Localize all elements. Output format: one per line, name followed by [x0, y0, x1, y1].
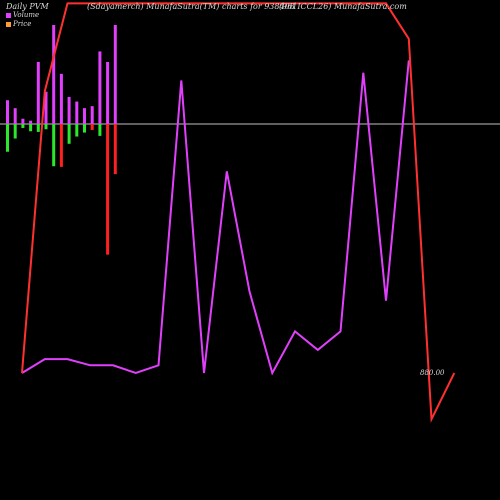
- momentum-bar: [75, 124, 79, 137]
- legend-volume-label: Volume: [13, 11, 40, 19]
- volume-bar: [44, 91, 48, 124]
- volume-bar: [36, 61, 40, 124]
- volume-bar: [106, 61, 110, 124]
- legend-volume: Volume: [6, 11, 39, 19]
- pvm-series-line: [21, 60, 410, 376]
- momentum-bar: [6, 124, 9, 152]
- momentum-bar: [59, 124, 63, 167]
- volume-bar: [6, 100, 9, 124]
- volume-bar: [21, 118, 25, 124]
- momentum-bar: [113, 124, 117, 175]
- volume-bar: [52, 25, 56, 124]
- volume-bar: [75, 101, 79, 124]
- momentum-bar: [67, 124, 71, 144]
- momentum-bar: [52, 124, 56, 167]
- volume-swatch-icon: [6, 12, 11, 18]
- chart-header-center: (Sdayamerch) MunafaSutra(TM) charts for …: [87, 2, 295, 11]
- momentum-bar: [44, 124, 48, 130]
- volume-bar: [67, 96, 71, 124]
- price-value-label: 880.00: [420, 369, 445, 377]
- volume-bar: [90, 106, 94, 124]
- momentum-bar: [21, 124, 25, 128]
- volume-bar: [98, 51, 102, 124]
- momentum-bar: [29, 124, 33, 132]
- legend-price: Price: [6, 20, 31, 28]
- momentum-bar: [36, 124, 40, 132]
- volume-bar: [13, 108, 17, 124]
- volume-momentum-bars: [6, 25, 117, 255]
- momentum-bar: [98, 124, 102, 136]
- chart-header-left: Daily PVM: [6, 2, 49, 11]
- volume-bar: [29, 120, 33, 124]
- momentum-bar: [83, 124, 86, 133]
- momentum-bar: [13, 124, 17, 139]
- chart-header-right: (961ICCL26) MunafaSutra.com: [279, 2, 407, 11]
- volume-bar: [113, 25, 117, 124]
- momentum-bar: [106, 124, 110, 255]
- price-series-line: [21, 2, 456, 424]
- volume-bar: [83, 108, 86, 124]
- volume-bar: [59, 73, 63, 124]
- price-swatch-icon: [6, 21, 11, 27]
- legend-price-label: Price: [13, 20, 32, 28]
- momentum-bar: [90, 124, 94, 130]
